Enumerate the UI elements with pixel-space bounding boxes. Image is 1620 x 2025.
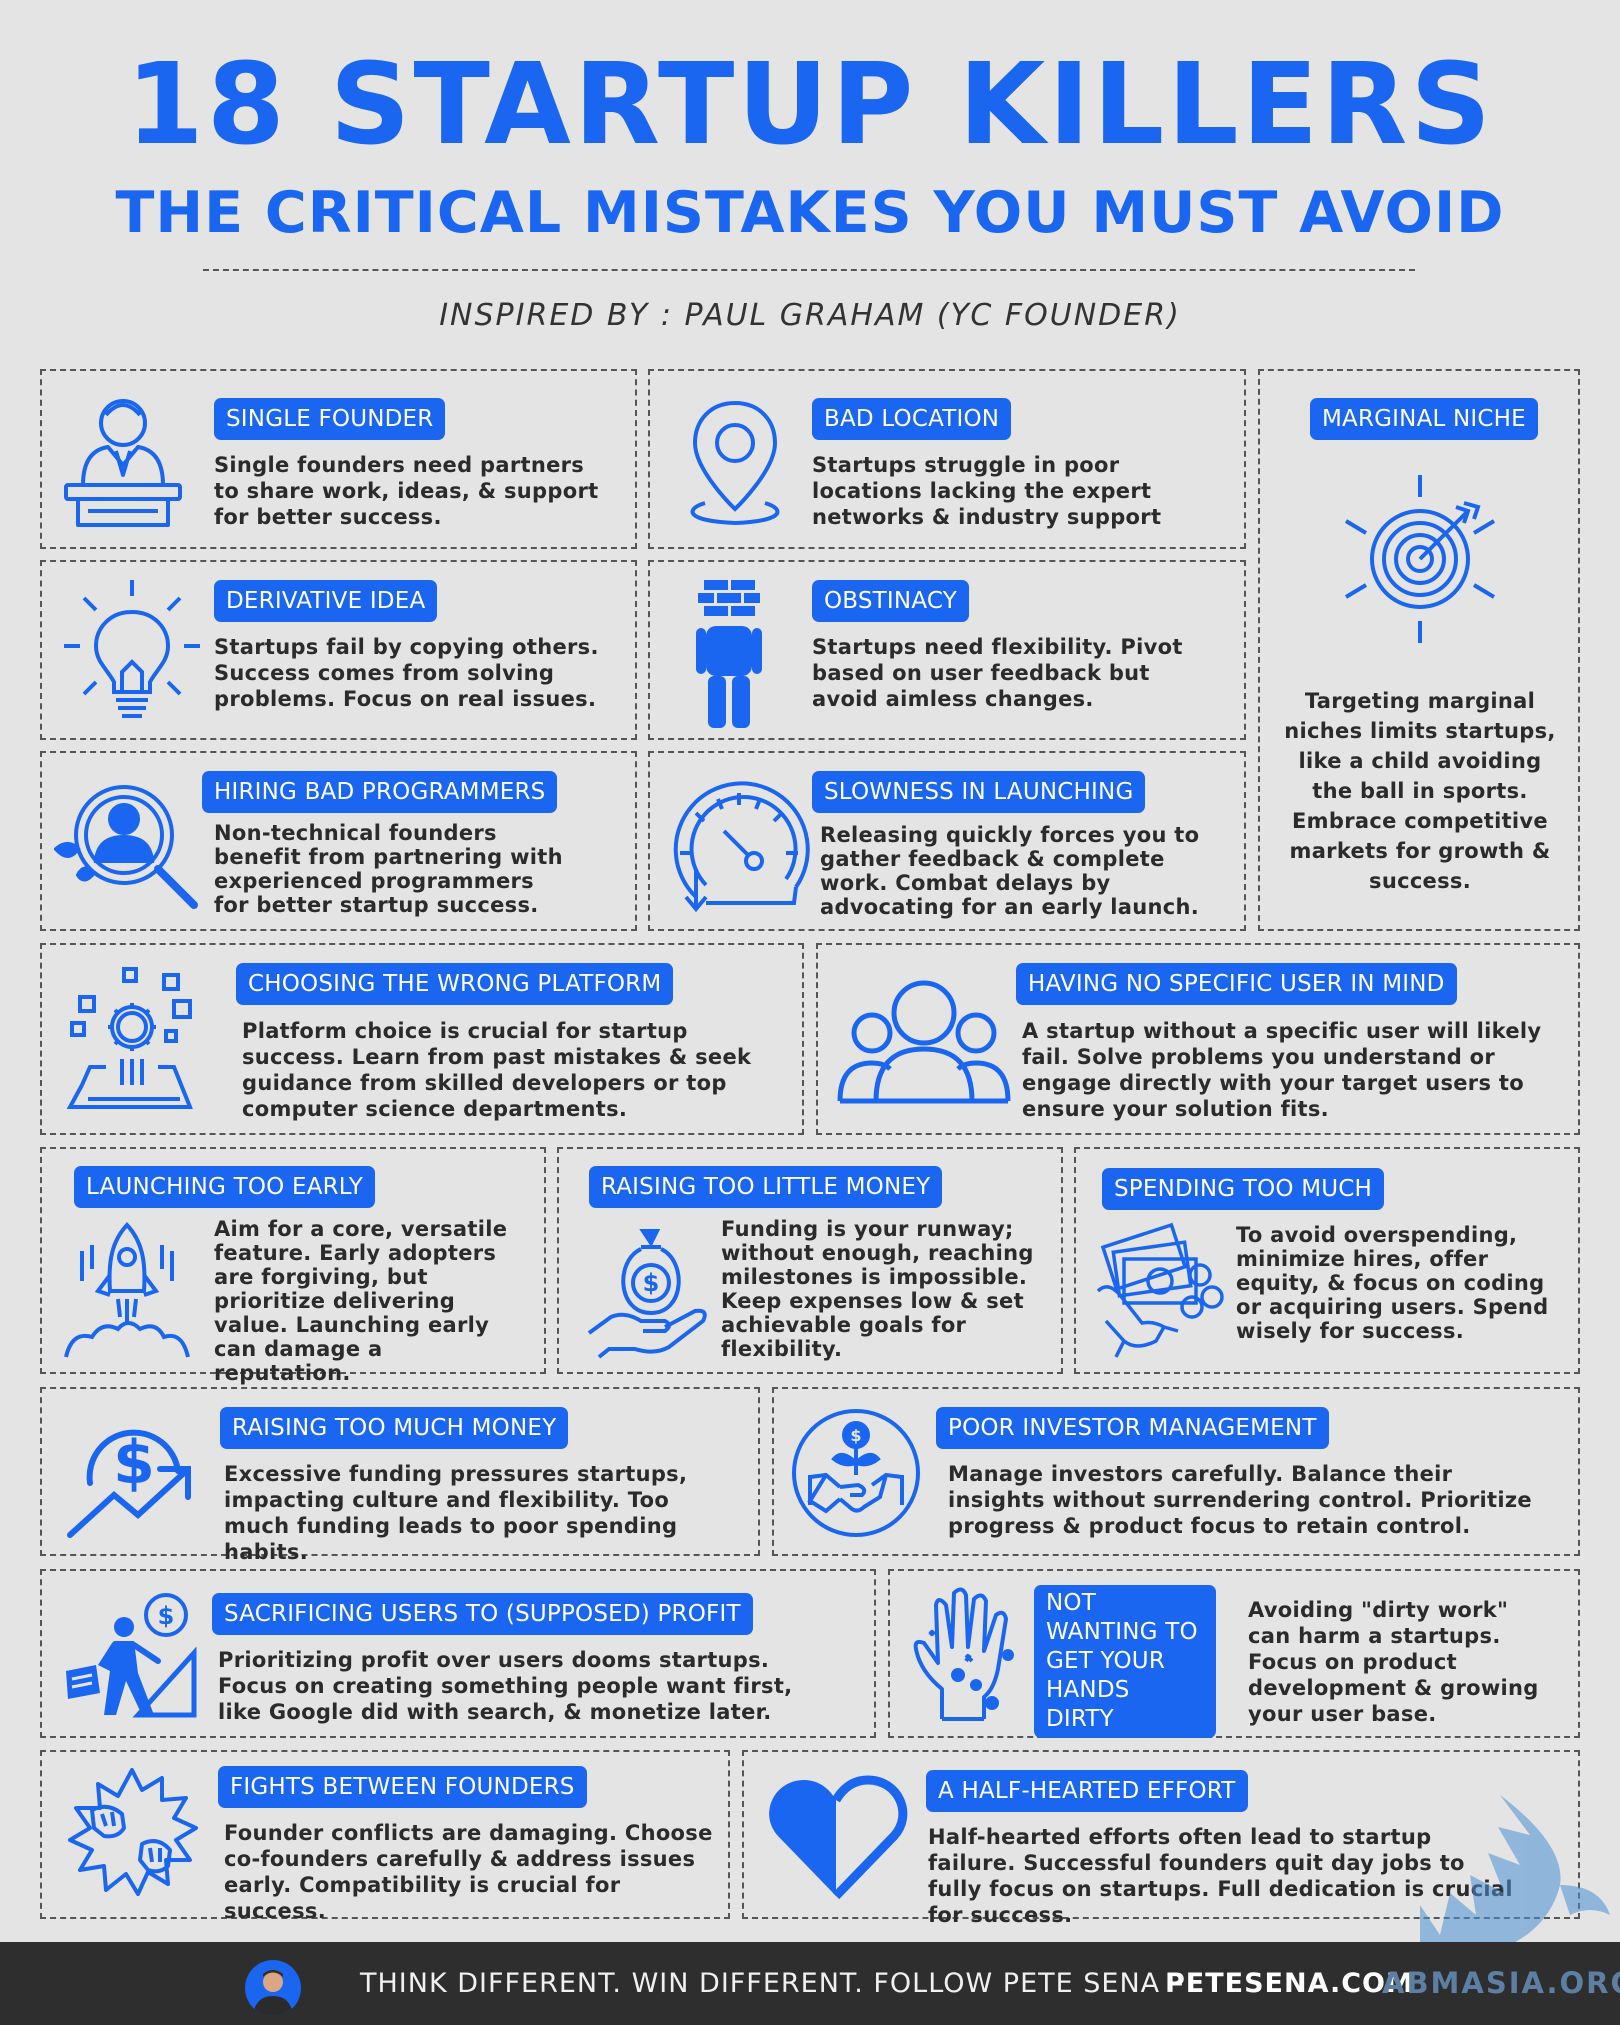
killer-title: RAISING TOO LITTLE MONEY: [589, 1166, 943, 1208]
killer-title: SACRIFICING USERS TO (SUPPOSED) PROFIT: [212, 1593, 753, 1635]
svg-text:$: $: [643, 1269, 660, 1297]
killer-description: Startups need flexibility. Pivot based o…: [812, 635, 1183, 711]
killer-title: MARGINAL NICHE: [1310, 398, 1538, 440]
killer-card-derivative-idea: DERIVATIVE IDEA Startups fail by copying…: [40, 560, 637, 740]
killer-title: NOT WANTING TO GET YOUR HANDS DIRTY: [1034, 1585, 1216, 1738]
killer-title: CHOOSING THE WRONG PLATFORM: [236, 963, 674, 1005]
killer-description: Manage investors carefully. Balance thei…: [948, 1462, 1532, 1538]
killer-title: A HALF-HEARTED EFFORT: [926, 1770, 1248, 1812]
killer-card-bad-location: BAD LOCATION Startups struggle in poor l…: [648, 369, 1246, 549]
page-title: 18 STARTUP KILLERS: [125, 40, 1495, 170]
killer-description: Non-technical founders benefit from part…: [214, 821, 563, 917]
killer-card-choosing-wrong-platform: CHOOSING THE WRONG PLATFORM Platform cho…: [40, 943, 804, 1135]
money-bag-hand-icon: $: [585, 1221, 715, 1366]
killer-description: A startup without a specific user will l…: [1022, 1019, 1542, 1121]
svg-text:$: $: [113, 1428, 155, 1498]
footer-slogan: THINK DIFFERENT. WIN DIFFERENT. FOLLOW P…: [360, 1968, 1185, 1999]
avatar: [245, 1960, 301, 2016]
killer-card-launching-too-early: LAUNCHING TOO EARLY Aim for a core, vers…: [40, 1147, 546, 1385]
brick-head-person-icon: [694, 576, 764, 731]
killer-card-marginal-niche: MARGINAL NICHE Targeting marginal niches…: [1258, 369, 1580, 931]
killer-description: Platform choice is crucial for startup s…: [242, 1019, 752, 1121]
killer-title: SLOWNESS IN LAUNCHING: [812, 771, 1146, 813]
speedometer-icon: [666, 779, 812, 915]
killer-description: Single founders need partners to share w…: [214, 453, 599, 529]
killer-description: Founder conflicts are damaging. Choose c…: [224, 1821, 713, 1923]
killer-description: Targeting marginal niches limits startup…: [1284, 689, 1556, 893]
killer-card-hiring-bad-programmers: HIRING BAD PROGRAMMERS Non-technical fou…: [40, 751, 637, 931]
platform-gear-icon: [66, 967, 206, 1117]
killer-description: Excessive funding pressures startups, im…: [224, 1462, 688, 1564]
killer-description: Startups fail by copying others. Success…: [214, 635, 599, 711]
killer-card-single-founder: SINGLE FOUNDER Single founders need part…: [40, 369, 637, 549]
founder-at-desk-icon: [58, 385, 188, 535]
watermark-text: ABMASIA.ORG: [1382, 1966, 1620, 2000]
killer-card-half-hearted-effort: A HALF-HEARTED EFFORT Half-hearted effor…: [742, 1750, 1580, 1927]
footer-website-link[interactable]: PETESENA.COM: [1165, 1968, 1414, 1999]
killer-description: To avoid overspending, minimize hires, o…: [1236, 1223, 1549, 1343]
killer-card-obstinacy: OBSTINACY Startups need flexibility. Piv…: [648, 560, 1246, 740]
killer-title: OBSTINACY: [812, 580, 969, 622]
half-heart-icon: [764, 1774, 908, 1900]
page-subtitle: THE CRITICAL MISTAKES YOU MUST AVOID: [115, 180, 1505, 246]
rocket-icon: [62, 1221, 192, 1361]
killer-title: RAISING TOO MUCH MONEY: [220, 1407, 569, 1449]
killer-card-slowness-in-launching: SLOWNESS IN LAUNCHING Releasing quickly …: [648, 751, 1246, 931]
lightbulb-icon: [62, 576, 202, 731]
killer-title: LAUNCHING TOO EARLY: [74, 1166, 376, 1208]
killer-title: SINGLE FOUNDER: [214, 398, 446, 440]
dollar-growth-icon: $: [64, 1407, 204, 1542]
killer-description: Startups struggle in poor locations lack…: [812, 453, 1162, 529]
dirty-hand-icon: [908, 1585, 1026, 1727]
killer-description: Prioritizing profit over users dooms sta…: [218, 1648, 793, 1724]
killer-title: FIGHTS BETWEEN FOUNDERS: [218, 1766, 587, 1808]
cash-hand-icon: [1094, 1221, 1230, 1361]
climbing-person-icon: $: [62, 1591, 202, 1721]
target-icon: [1340, 471, 1500, 651]
killer-description: Avoiding "dirty work" can harm a startup…: [1248, 1598, 1539, 1726]
location-pin-icon: [670, 391, 800, 536]
killer-description: Funding is your runway; without enough, …: [721, 1217, 1034, 1361]
killer-card-poor-investor-management: $ POOR INVESTOR MANAGEMENT Manage invest…: [772, 1387, 1580, 1556]
killer-title: DERIVATIVE IDEA: [214, 580, 438, 622]
killer-title: HIRING BAD PROGRAMMERS: [202, 771, 558, 813]
fist-fight-icon: [62, 1766, 202, 1906]
killer-title: SPENDING TOO MUCH: [1102, 1168, 1385, 1210]
handshake-investment-icon: $: [788, 1405, 924, 1541]
footer-bar: THINK DIFFERENT. WIN DIFFERENT. FOLLOW P…: [0, 1942, 1620, 2025]
killer-card-no-specific-user: HAVING NO SPECIFIC USER IN MIND A startu…: [816, 943, 1580, 1135]
inspired-by: INSPIRED BY : PAUL GRAHAM (YC FOUNDER): [439, 298, 1181, 333]
killer-title: HAVING NO SPECIFIC USER IN MIND: [1016, 963, 1457, 1005]
killer-title: BAD LOCATION: [812, 398, 1012, 440]
svg-text:$: $: [158, 1602, 175, 1630]
killer-card-sacrificing-users: $ SACRIFICING USERS TO (SUPPOSED) PROFIT…: [40, 1569, 876, 1738]
magnifier-person-icon: [54, 779, 204, 914]
header-divider: [203, 269, 1415, 271]
killer-card-raising-too-much-money: $ RAISING TOO MUCH MONEY Excessive fundi…: [40, 1387, 760, 1564]
svg-text:$: $: [850, 1426, 861, 1445]
user-group-icon: [836, 971, 1012, 1111]
killer-card-founder-fights: FIGHTS BETWEEN FOUNDERS Founder conflict…: [40, 1750, 730, 1923]
killer-description: Aim for a core, versatile feature. Early…: [214, 1217, 508, 1385]
watermark-wing-logo: [1380, 1775, 1620, 1975]
killer-description: Half-hearted efforts often lead to start…: [928, 1825, 1513, 1927]
killer-description: Releasing quickly forces you to gather f…: [820, 823, 1200, 919]
killer-card-spending-too-much: SPENDING TOO MUCH To avoid overspending,…: [1074, 1147, 1580, 1374]
killer-title: POOR INVESTOR MANAGEMENT: [936, 1407, 1329, 1449]
killer-card-raising-too-little-money: RAISING TOO LITTLE MONEY $ Funding is yo…: [557, 1147, 1063, 1374]
killer-card-hands-dirty: NOT WANTING TO GET YOUR HANDS DIRTY Avoi…: [888, 1569, 1580, 1738]
